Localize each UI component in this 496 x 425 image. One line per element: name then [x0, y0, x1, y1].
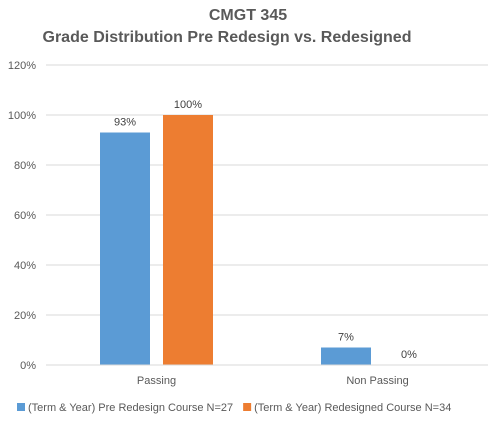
- y-tick-label: 60%: [14, 210, 36, 222]
- legend-swatch: [17, 403, 25, 411]
- bar: [100, 132, 150, 365]
- y-tick-label: 0%: [20, 360, 36, 372]
- y-tick-label: 40%: [14, 260, 36, 272]
- data-labels: 93% 100% 7% 0%: [114, 99, 417, 361]
- data-label: 7%: [338, 332, 354, 344]
- chart-title: CMGT 345: [209, 7, 287, 24]
- data-label: 100%: [174, 99, 202, 111]
- x-axis-tick-labels: Passing Non Passing: [137, 375, 409, 387]
- chart-subtitle: Grade Distribution Pre Redesign vs. Rede…: [43, 29, 412, 46]
- y-tick-label: 80%: [14, 160, 36, 172]
- y-tick-label: 100%: [8, 110, 36, 122]
- x-tick-label: Non Passing: [346, 375, 408, 387]
- bars: [100, 115, 371, 365]
- legend: (Term & Year) Pre Redesign Course N=27 (T…: [17, 402, 451, 414]
- y-tick-label: 120%: [8, 60, 36, 72]
- data-label: 0%: [401, 349, 417, 361]
- data-label: 93%: [114, 117, 136, 129]
- bar: [163, 115, 213, 365]
- legend-label: (Term & Year) Redesigned Course N=34: [254, 402, 451, 414]
- x-tick-label: Passing: [137, 375, 176, 387]
- legend-label: (Term & Year) Pre Redesign Course N=27: [28, 402, 233, 414]
- y-tick-label: 20%: [14, 310, 36, 322]
- bar: [321, 347, 371, 365]
- legend-swatch: [243, 403, 252, 411]
- y-axis-tick-labels: 0% 20% 40% 60% 80% 100% 120%: [8, 60, 36, 372]
